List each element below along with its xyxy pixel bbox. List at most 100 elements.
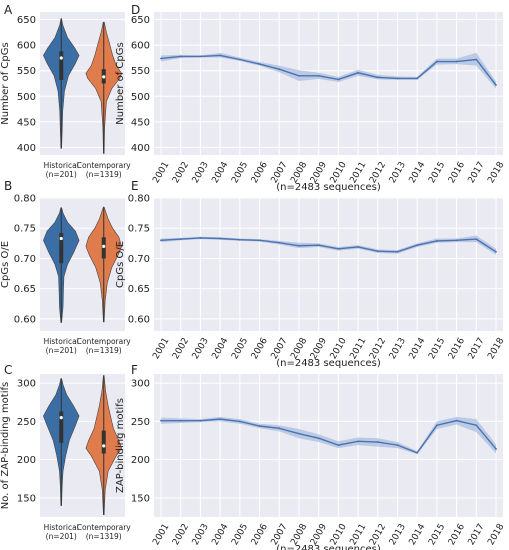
y-tick-label: 150 [131, 493, 150, 504]
data-point [475, 238, 478, 241]
x-tick-label: 2016 [447, 522, 467, 547]
y-axis-label: Number of CpGs [0, 42, 11, 124]
data-point [278, 427, 281, 430]
series-line [160, 54, 497, 86]
x-tick-label: 2014 [408, 336, 428, 361]
x-tick-label: 2001 [151, 336, 171, 361]
x-category-label: Historical [44, 337, 79, 346]
y-tick-label: 450 [17, 117, 36, 128]
y-tick-label: 550 [17, 66, 36, 77]
y-axis-label: CpGs O/E [0, 241, 11, 288]
x-tick-label: 2006 [250, 160, 270, 185]
y-tick-label: 0.65 [128, 284, 150, 295]
data-point [199, 237, 202, 239]
data-point [238, 420, 241, 423]
y-axis-label: Number of CpGs [115, 42, 126, 124]
data-point [219, 237, 222, 240]
data-point [199, 55, 202, 58]
data-point [337, 444, 340, 447]
x-tick-label: 2004 [210, 336, 230, 361]
data-point [278, 241, 281, 244]
data-point [357, 246, 359, 248]
x-tick-label: 2013 [388, 160, 408, 185]
data-point [179, 419, 182, 422]
y-tick-label: 400 [131, 143, 150, 154]
x-tick-label: 2005 [230, 522, 250, 547]
y-tick-label: 200 [131, 455, 150, 466]
data-point [219, 54, 222, 57]
data-point [357, 71, 359, 74]
y-tick-label: 300 [17, 379, 36, 390]
data-point [337, 78, 340, 81]
data-point [435, 60, 438, 63]
y-tick-label: 0.80 [14, 194, 36, 205]
data-point [416, 451, 419, 454]
x-tick-label: 2015 [427, 522, 447, 547]
x-count-label: (n=1319) [86, 532, 122, 541]
y-tick-label: 650 [17, 15, 36, 26]
x-axis-label: (n=2483 sequences) [276, 182, 381, 193]
data-point [396, 77, 399, 80]
x-category-label: Contemporary [77, 337, 132, 346]
data-point [495, 448, 497, 450]
data-point [317, 244, 320, 247]
x-tick-label: 2001 [151, 160, 171, 185]
x-tick-label: 2002 [171, 336, 191, 361]
data-point [435, 424, 438, 427]
x-tick-label: 2005 [230, 160, 250, 185]
x-category-label: Contemporary [77, 523, 132, 532]
data-point [357, 440, 359, 443]
data-point [455, 60, 458, 63]
data-point [160, 57, 162, 60]
plot-area [154, 12, 503, 155]
data-point [337, 247, 340, 250]
panel-letter: F [131, 363, 138, 377]
data-point [160, 239, 162, 242]
x-axis-label: (n=2483 sequences) [276, 358, 381, 369]
data-point [258, 63, 261, 65]
x-category-label: Historical [44, 523, 79, 532]
data-point [238, 58, 241, 61]
x-tick-label: 2013 [388, 336, 408, 361]
y-tick-label: 600 [131, 41, 150, 52]
y-axis-label: No. of ZAP-binding motifs [0, 382, 11, 509]
x-tick-label: 2015 [427, 336, 447, 361]
y-tick-label: 400 [17, 143, 36, 154]
violin-median [102, 75, 106, 79]
x-count-label: (n=201) [46, 532, 77, 541]
violin-median [102, 444, 106, 448]
data-point [298, 432, 300, 435]
data-point [416, 77, 419, 80]
data-point [258, 239, 261, 242]
plot-area [154, 198, 503, 331]
y-tick-label: 250 [131, 417, 150, 428]
violin-median [59, 415, 63, 420]
x-tick-label: 2001 [151, 522, 171, 547]
x-count-label: (n=1319) [86, 170, 122, 179]
x-tick-label: 2016 [447, 160, 467, 185]
x-tick-label: 2002 [171, 522, 191, 547]
data-point [317, 437, 320, 440]
data-point [376, 441, 379, 443]
data-point [455, 419, 458, 422]
y-tick-label: 500 [131, 92, 150, 103]
data-point [475, 58, 478, 61]
series-line [161, 418, 497, 454]
x-tick-label: 2004 [210, 522, 230, 547]
x-tick-label: 2002 [171, 160, 191, 185]
panel-letter: B [4, 179, 12, 193]
x-axis-label: (n=2483 sequences) [276, 544, 381, 550]
y-tick-label: 550 [131, 66, 150, 77]
x-tick-label: 2017 [467, 160, 487, 185]
violin-median [102, 244, 106, 248]
data-point [179, 55, 182, 58]
x-tick-label: 2006 [250, 336, 270, 361]
x-count-label: (n=1319) [86, 346, 122, 355]
x-tick-label: 2013 [388, 522, 408, 547]
data-point [475, 424, 478, 427]
y-axis-label: CpGs O/E [115, 241, 126, 288]
data-point [199, 419, 202, 422]
